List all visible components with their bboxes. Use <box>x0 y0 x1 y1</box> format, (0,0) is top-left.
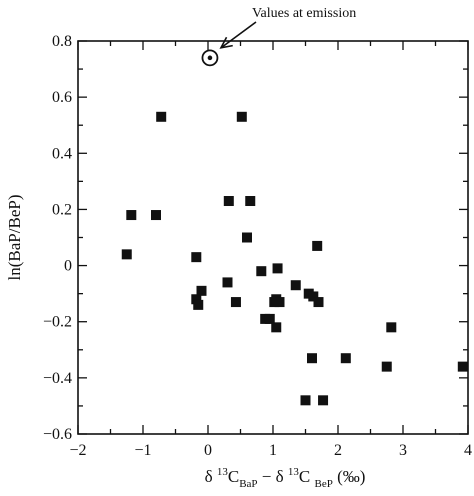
x-tick-label: −2 <box>69 442 86 459</box>
y-axis-label: ln(BaP/BeP) <box>5 195 24 281</box>
x-tick-label: 3 <box>399 442 407 459</box>
y-tick-label: 0.8 <box>52 33 72 50</box>
annotation-arrow <box>220 21 257 49</box>
annotation-label: Values at emission <box>252 6 356 21</box>
x-tick-label: 0 <box>204 442 212 459</box>
data-point <box>386 322 397 333</box>
y-tick-label: 0.6 <box>52 89 72 106</box>
data-point <box>196 285 207 296</box>
x-tick-label: 2 <box>334 442 342 459</box>
data-point <box>264 313 275 324</box>
data-point <box>313 297 324 308</box>
data-point <box>274 297 285 308</box>
data-point <box>457 361 468 372</box>
data-point <box>191 252 202 263</box>
data-point <box>256 266 267 277</box>
data-point <box>223 196 234 207</box>
data-point <box>308 291 319 302</box>
data-point <box>236 111 247 122</box>
data-point <box>272 263 283 274</box>
y-tick-label: 0.4 <box>52 145 72 162</box>
data-point <box>222 277 233 288</box>
x-tick-label: −1 <box>134 442 151 459</box>
x-tick-label: 4 <box>464 442 472 459</box>
data-point <box>271 322 282 333</box>
data-point <box>381 361 392 372</box>
data-point <box>318 395 329 406</box>
data-point <box>242 232 252 243</box>
annotation-arrowhead <box>219 36 233 49</box>
x-tick-label: 1 <box>269 442 277 459</box>
x-axis-label: δ 13CBaP − δ 13C BeP (‰) <box>205 466 366 490</box>
plot-frame <box>77 40 469 435</box>
data-point <box>312 240 323 251</box>
y-tick-label: 0 <box>64 258 72 275</box>
data-point <box>340 353 351 364</box>
emission-point <box>201 49 219 67</box>
y-tick-label: −0.6 <box>43 426 72 443</box>
data-point <box>300 395 311 406</box>
data-point <box>156 111 167 122</box>
data-point <box>151 210 161 221</box>
data-point <box>121 249 132 260</box>
y-tick-label: −0.2 <box>43 314 72 331</box>
y-tick-label: −0.4 <box>43 370 72 387</box>
data-point <box>290 280 301 291</box>
data-point <box>230 297 241 308</box>
data-point <box>193 299 204 310</box>
data-point <box>191 294 202 305</box>
data-point <box>245 196 256 207</box>
data-point <box>307 353 317 364</box>
y-tick-label: 0.2 <box>52 201 72 218</box>
data-point <box>126 210 137 221</box>
